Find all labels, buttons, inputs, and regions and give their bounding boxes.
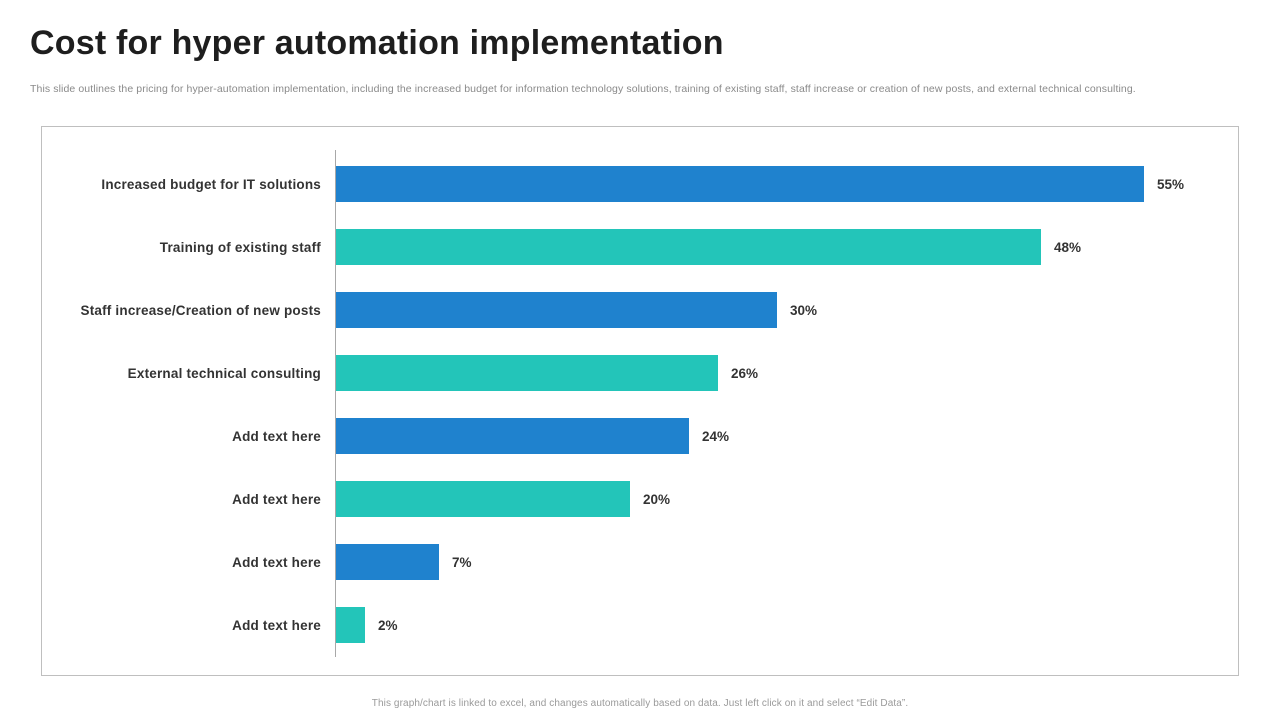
bar-value-label: 26% <box>731 365 759 381</box>
bar-value-label: 20% <box>643 491 671 507</box>
bar-value-label: 55% <box>1157 176 1185 192</box>
category-label: Add text here <box>232 554 321 570</box>
slide-subtitle: This slide outlines the pricing for hype… <box>30 83 1136 95</box>
bar-value-label: 2% <box>378 617 398 633</box>
bar <box>336 355 718 391</box>
category-label: Add text here <box>232 491 321 507</box>
chart-row: Add text here 7% <box>42 544 1238 580</box>
chart-row: Add text here 2% <box>42 607 1238 643</box>
bar <box>336 166 1144 202</box>
category-label: Staff increase/Creation of new posts <box>80 302 321 318</box>
bar-chart[interactable]: Increased budget for IT solutions 55% Trai… <box>41 126 1239 676</box>
bar <box>336 544 439 580</box>
chart-row: Add text here 20% <box>42 481 1238 517</box>
category-label: Training of existing staff <box>159 239 321 255</box>
chart-row: External technical consulting 26% <box>42 355 1238 391</box>
bar-value-label: 30% <box>790 302 818 318</box>
chart-row: Increased budget for IT solutions 55% <box>42 166 1238 202</box>
bar-value-label: 7% <box>452 554 472 570</box>
category-label: Increased budget for IT solutions <box>101 176 321 192</box>
bar-value-label: 24% <box>702 428 730 444</box>
slide-footer-note: This graph/chart is linked to excel, and… <box>371 698 909 709</box>
chart-row: Training of existing staff 48% <box>42 229 1238 265</box>
chart-rows: Increased budget for IT solutions 55% Trai… <box>42 166 1238 643</box>
page-title: Cost for hyper automation implementation <box>30 24 724 62</box>
chart-axis-line <box>335 150 336 657</box>
category-label: Add text here <box>232 617 321 633</box>
category-label: External technical consulting <box>127 365 321 381</box>
chart-row: Add text here 24% <box>42 418 1238 454</box>
bar <box>336 481 630 517</box>
category-label: Add text here <box>232 428 321 444</box>
chart-row: Staff increase/Creation of new posts 30% <box>42 292 1238 328</box>
bar <box>336 607 365 643</box>
bar <box>336 418 689 454</box>
bar <box>336 292 777 328</box>
bar <box>336 229 1041 265</box>
bar-value-label: 48% <box>1054 239 1082 255</box>
